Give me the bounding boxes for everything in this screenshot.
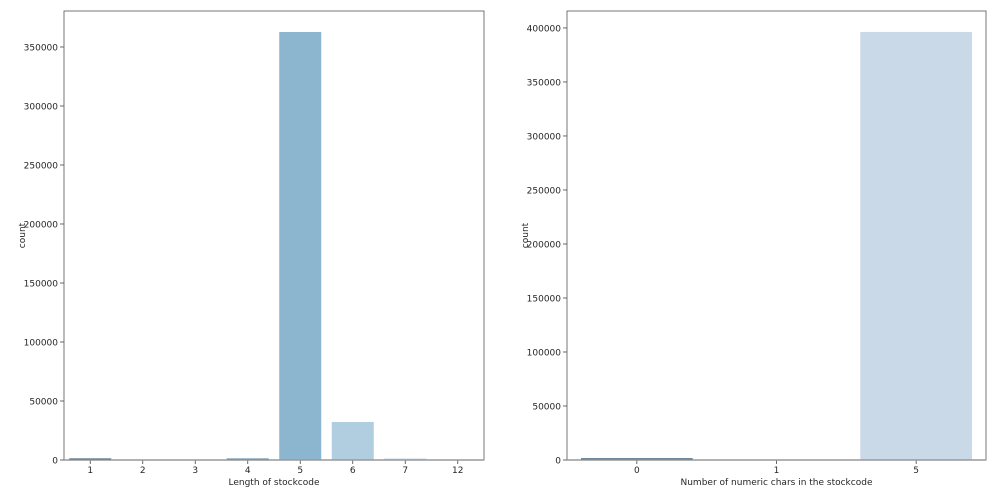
x-tick-label: 5	[297, 466, 303, 476]
x-tick-label: 1	[87, 466, 93, 476]
y-tick-label: 400000	[527, 24, 562, 34]
y-axis-label: count	[521, 222, 531, 248]
x-tick-label: 0	[634, 466, 640, 476]
y-tick-label: 200000	[527, 240, 562, 250]
y-tick-label: 250000	[527, 186, 562, 196]
y-tick-label: 200000	[24, 220, 59, 230]
x-tick-label: 1	[774, 466, 780, 476]
y-tick-label: 50000	[29, 397, 58, 407]
stockcode-length-bar-chart: 0 50000 100000 150000 200000 250000 300000 3500…	[4, 0, 494, 498]
bar-0	[580, 458, 693, 460]
y-tick-label: 50000	[532, 402, 561, 412]
x-tick-label: 6	[350, 466, 356, 476]
bar-6	[331, 422, 374, 460]
x-tick-label: 7	[402, 466, 408, 476]
x-tick-label: 5	[913, 466, 919, 476]
x-axis-label: Length of stockcode	[228, 478, 319, 488]
plot-frame	[63, 10, 485, 461]
x-tick-label: 2	[140, 466, 146, 476]
y-tick-label: 150000	[527, 294, 562, 304]
x-tick-label: 3	[192, 466, 198, 476]
x-tick-label: 4	[245, 466, 251, 476]
y-tick-label: 350000	[527, 78, 562, 88]
x-tick-label: 12	[452, 466, 463, 476]
y-tick-label: 300000	[527, 132, 562, 142]
bar-5	[860, 31, 973, 461]
numeric-chars-bar-chart: 0 50000 100000 150000 200000 250000 300000 3500…	[507, 0, 996, 498]
y-tick-label: 250000	[24, 161, 59, 171]
y-tick-label: 0	[555, 457, 561, 467]
x-axis-label: Number of numeric chars in the stockcode	[681, 478, 873, 488]
bar-5	[279, 32, 322, 461]
y-tick-label: 350000	[24, 43, 59, 53]
y-tick-label: 300000	[24, 102, 59, 112]
y-tick-label: 150000	[24, 279, 59, 289]
y-tick-label: 0	[52, 457, 58, 467]
y-tick-label: 100000	[527, 348, 562, 358]
y-tick-label: 100000	[24, 338, 59, 348]
y-axis-label: count	[18, 222, 28, 248]
